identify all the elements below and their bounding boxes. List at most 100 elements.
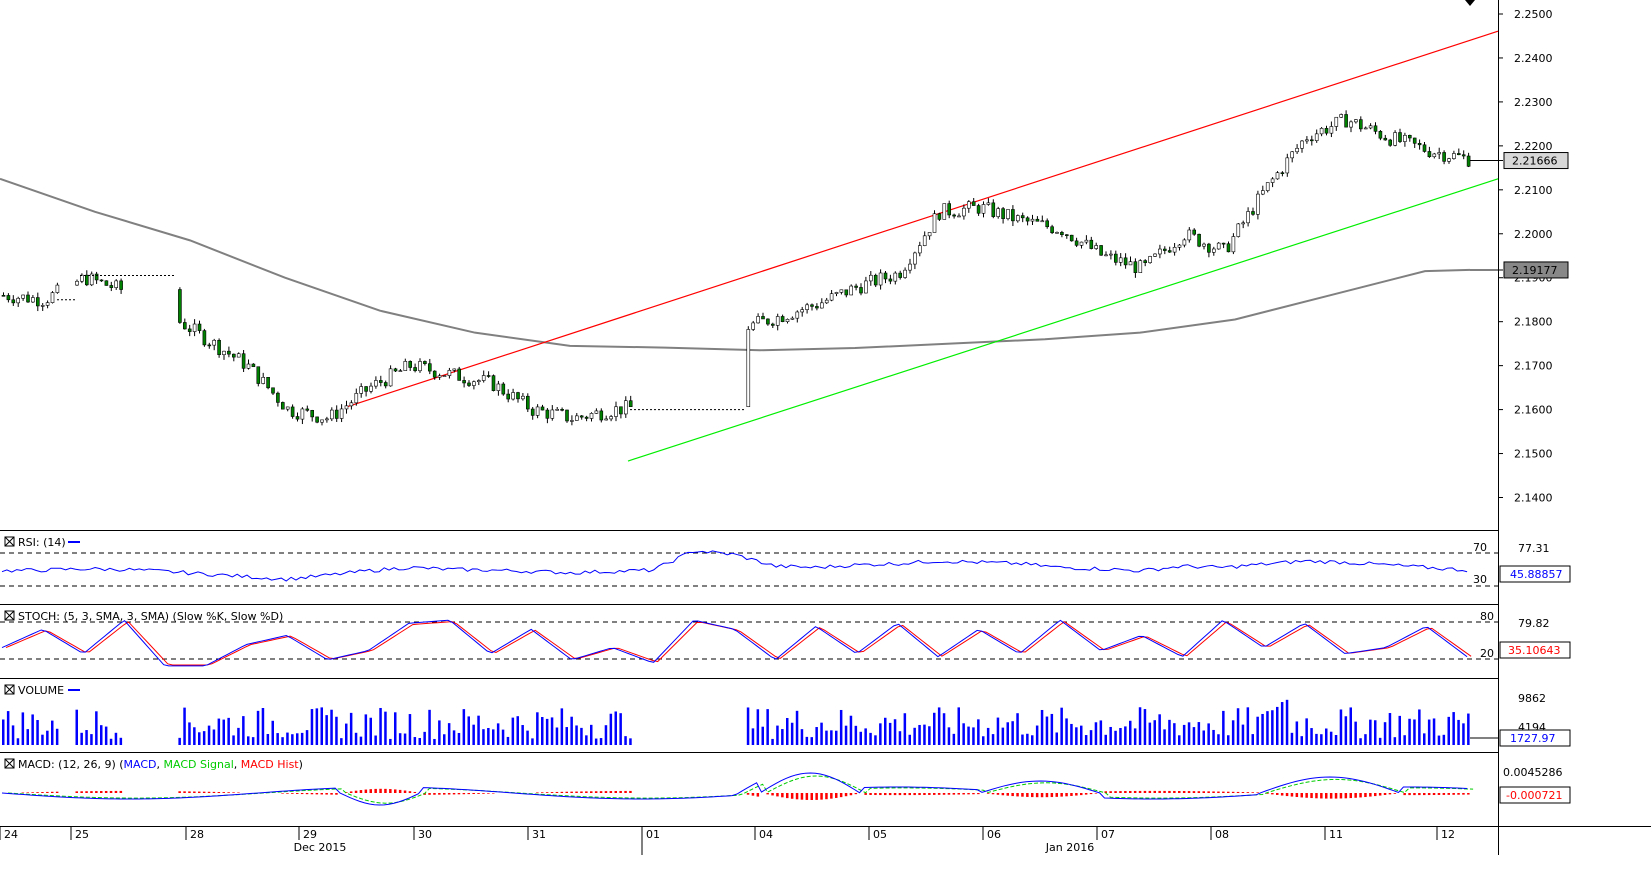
volume-bar xyxy=(438,720,441,745)
macd-hist-bar xyxy=(178,791,181,793)
candle-body xyxy=(1388,139,1392,146)
candle-body xyxy=(991,202,996,217)
volume-bar xyxy=(1408,718,1411,745)
macd-hist-bar xyxy=(1374,793,1377,797)
candle-body xyxy=(80,274,84,282)
candle-body xyxy=(927,232,932,237)
volume-bar xyxy=(1432,718,1436,745)
price-tick-label: 2.2100 xyxy=(1514,184,1553,197)
candle-body xyxy=(344,405,349,410)
volume-bar xyxy=(109,738,113,745)
macd-hist-bar xyxy=(104,790,108,793)
volume-bar xyxy=(119,737,123,745)
macd-hist-bar xyxy=(781,793,784,798)
macd-hist-bar xyxy=(835,793,838,798)
close-box-icon[interactable] xyxy=(4,684,15,695)
macd-hist-bar xyxy=(198,791,201,793)
candle-body xyxy=(197,323,202,331)
close-box-icon[interactable] xyxy=(4,536,15,547)
candle-body xyxy=(815,306,819,309)
candle-body xyxy=(1314,133,1319,141)
volume-bar xyxy=(869,732,872,745)
macd-hist-bar xyxy=(1378,793,1382,796)
candle-body xyxy=(594,410,599,414)
candle-body xyxy=(893,272,898,282)
candle-body xyxy=(114,280,118,288)
volume-bar xyxy=(222,719,225,745)
volume-bar xyxy=(398,733,402,745)
volume-bar xyxy=(746,707,750,745)
macd-hist-bar xyxy=(952,793,956,795)
macd-hist-bar xyxy=(100,791,103,793)
volume-bar xyxy=(565,727,568,745)
candle-body xyxy=(1442,152,1446,162)
volume-bar xyxy=(1285,699,1289,745)
volume-bar xyxy=(1212,729,1215,745)
macd-hist-bar xyxy=(570,791,573,793)
panel-frames xyxy=(0,0,1651,855)
candle-body xyxy=(957,215,961,218)
rsi-level-70: 70 xyxy=(1473,541,1487,554)
macd-hist-bar xyxy=(300,793,304,795)
macd-hist-bar xyxy=(1418,793,1421,796)
volume-bar xyxy=(1173,723,1176,745)
macd-hist-bar xyxy=(408,791,412,793)
candle-body xyxy=(1065,234,1069,236)
volume-bar xyxy=(1339,709,1343,745)
volume-bar xyxy=(1217,734,1220,745)
candle-body xyxy=(888,278,893,282)
macd-hist-bar xyxy=(614,791,617,793)
macd-hist-bar xyxy=(565,791,568,793)
candle-body xyxy=(378,380,383,383)
candle-body xyxy=(1457,153,1461,156)
volume-bar xyxy=(1124,726,1127,745)
candle-body xyxy=(1109,253,1113,256)
candle-body xyxy=(35,297,40,307)
macd-hist-bar xyxy=(335,793,338,795)
volume-bar xyxy=(2,719,5,745)
volume-bar xyxy=(820,722,823,745)
volume-bar xyxy=(26,729,29,745)
macd-hist-bar xyxy=(1290,793,1294,797)
price-tick-label: 2.2000 xyxy=(1514,228,1553,241)
candle-body xyxy=(785,318,790,323)
volume-bar xyxy=(585,735,588,745)
volume-bar xyxy=(506,736,510,745)
volume-bar xyxy=(193,727,196,745)
volume-bar xyxy=(320,707,323,745)
close-box-icon[interactable] xyxy=(4,610,15,621)
volume-bar xyxy=(526,730,529,745)
volume-bar xyxy=(766,709,769,745)
volume-bar xyxy=(100,725,103,745)
candle-body xyxy=(947,203,952,216)
macd-hist-bar xyxy=(1084,793,1088,795)
candle-body xyxy=(550,409,555,419)
macd-hist-bar xyxy=(575,791,578,793)
macd-hist-bar xyxy=(1158,790,1161,793)
candle-body xyxy=(1192,229,1196,235)
macd-hist-bar xyxy=(864,793,867,795)
candle-body xyxy=(1060,232,1064,235)
candle-body xyxy=(560,409,564,411)
macd-hist-bar xyxy=(379,788,382,793)
candle-body xyxy=(1050,226,1054,234)
candle-body xyxy=(496,383,501,391)
volume-bar xyxy=(1026,733,1029,745)
current-price-box xyxy=(1503,152,1569,170)
macd-hist-bar xyxy=(1045,793,1049,798)
candle-body xyxy=(119,280,123,290)
candle-body xyxy=(555,409,560,411)
candle-body xyxy=(1212,248,1216,253)
candle-body xyxy=(310,410,315,418)
volume-bar xyxy=(541,717,544,745)
volume-bar xyxy=(232,735,235,745)
volume-bar xyxy=(1040,709,1044,745)
volume-bar xyxy=(467,716,470,745)
volume-bar xyxy=(384,711,387,745)
time-tick-label: 30 xyxy=(418,828,432,841)
close-box-icon[interactable] xyxy=(4,758,15,769)
volume-bar xyxy=(756,709,760,745)
volume-bar xyxy=(1178,735,1181,745)
candle-body xyxy=(241,353,246,369)
